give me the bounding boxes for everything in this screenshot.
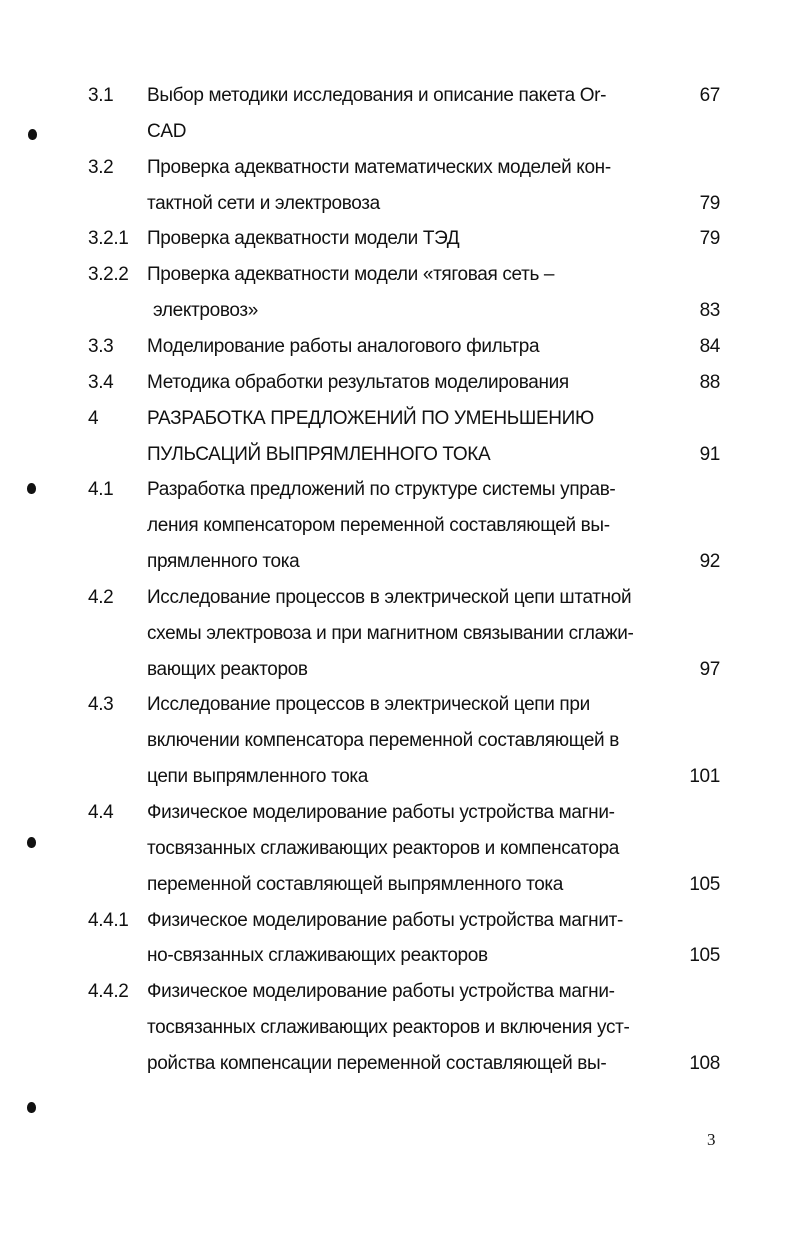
toc-entry-number: 4.4.1 [88, 909, 129, 931]
toc-entry-title: Физическое моделирование работы устройст… [147, 981, 615, 1003]
toc-entry-title: включении компенсатора переменной состав… [147, 730, 619, 752]
toc-entry-title: но-связанных сглаживающих реакторов [147, 945, 488, 967]
toc-entry-page: 84 [699, 335, 721, 357]
toc-entry-line: 4 РАЗРАБОТКА ПРЕДЛОЖЕНИЙ ПО УМЕНЬШЕНИЮ [0, 401, 798, 437]
toc-entry-number: 4.4.2 [88, 981, 129, 1003]
page-number: 3 [707, 1130, 716, 1149]
toc-entry-line: электровоз» 83 [0, 293, 798, 329]
toc-entry-line: прямленного тока 92 [0, 544, 798, 580]
toc-entry-title: Моделирование работы аналогового фильтра [147, 335, 540, 357]
toc-entry-line: CAD [0, 114, 798, 150]
toc-entry-title: электровоз» [153, 300, 258, 322]
toc-entry-line: 3.2 Проверка адекватности математических … [0, 150, 798, 186]
toc-entry-page: 105 [689, 945, 720, 967]
toc-entry-title: тосвязанных сглаживающих реакторов и вкл… [147, 1017, 630, 1039]
toc-entry-page: 105 [689, 873, 720, 895]
toc-entry-number: 3.4 [88, 371, 114, 393]
toc-entry-line: 3.2.1 Проверка адекватности модели ТЭД 79 [0, 221, 798, 257]
toc-entry-line: 4.4 Физическое моделирование работы устро… [0, 795, 798, 831]
toc-entry-line: 3.1 Выбор методики исследования и описани… [0, 78, 798, 114]
toc-entry-title: Проверка адекватности математических мод… [147, 156, 611, 178]
toc-entry-line: ПУЛЬСАЦИЙ ВЫПРЯМЛЕННОГО ТОКА 91 [0, 437, 798, 473]
toc-entry-line: 4.1 Разработка предложений по структуре с… [0, 472, 798, 508]
toc-entry-page: 108 [689, 1052, 720, 1074]
toc-entry-line: 4.4.2 Физическое моделирование работы уст… [0, 974, 798, 1010]
toc-entry-number: 4.2 [88, 586, 114, 608]
toc-entry-title: вающих реакторов [147, 658, 308, 680]
toc-entry-number: 3.2 [88, 156, 114, 178]
toc-entry-number: 3.2.1 [88, 228, 129, 250]
toc-entry-title: Исследование процессов в электрической ц… [147, 694, 590, 716]
punch-mark [27, 837, 36, 848]
toc-entry-line: 3.3 Моделирование работы аналогового филь… [0, 329, 798, 365]
toc-entry-line: 4.3 Исследование процессов в электрическо… [0, 687, 798, 723]
toc-entry-title: ройства компенсации переменной составляю… [147, 1052, 607, 1074]
toc-entry-title: Физическое моделирование работы устройст… [147, 802, 615, 823]
toc-entry-page: 79 [699, 228, 721, 250]
toc-entry-page: 88 [699, 371, 721, 393]
toc-entry-page: 101 [689, 766, 720, 788]
toc-entry-title: тосвязанных сглаживающих реакторов и ком… [147, 837, 620, 859]
toc-entry-page: 67 [699, 85, 721, 106]
toc-entry-title: Физическое моделирование работы устройст… [147, 909, 623, 931]
toc-entry-number: 4 [88, 407, 99, 429]
toc-entry-title: тактной сети и электровоза [147, 192, 380, 214]
toc-entry-page: 79 [699, 192, 721, 214]
toc-entry-page: 91 [699, 443, 721, 465]
toc-entry-line: 3.4 Методика обработки результатов модели… [0, 365, 798, 401]
toc-entry-line: но-связанных сглаживающих реакторов 105 [0, 938, 798, 974]
punch-mark [28, 129, 37, 140]
toc-entry-title: схемы электровоза и при магнитном связыв… [147, 622, 634, 644]
toc-entry-number: 3.2.2 [88, 264, 129, 286]
toc-entry-title: переменной составляющей выпрямленного то… [147, 873, 564, 895]
toc-entry-line: ройства компенсации переменной составляю… [0, 1046, 798, 1082]
toc-entry-number: 4.1 [88, 479, 114, 501]
toc-entry-title: Исследование процессов в электрической ц… [147, 586, 632, 608]
toc-entry-line: переменной составляющей выпрямленного то… [0, 867, 798, 903]
toc-entry-line: вающих реакторов 97 [0, 652, 798, 688]
toc-entry-line: 4.4.1 Физическое моделирование работы уст… [0, 903, 798, 939]
toc-entry-title: цепи выпрямленного тока [147, 766, 369, 788]
toc-entry-line: ления компенсатором переменной составляю… [0, 508, 798, 544]
toc-entry-title: Проверка адекватности модели ТЭД [147, 228, 460, 250]
toc-entry-page: 92 [699, 551, 721, 573]
toc-entry-number: 3.1 [88, 85, 114, 106]
punch-mark [27, 483, 36, 494]
toc-entry-page: 83 [699, 300, 721, 322]
toc-entry-title: ПУЛЬСАЦИЙ ВЫПРЯМЛЕННОГО ТОКА [147, 443, 491, 465]
toc-entry-title: Методика обработки результатов моделиров… [147, 371, 569, 393]
toc-entry-line: цепи выпрямленного тока 101 [0, 759, 798, 795]
toc-entry-line: 3.2.2 Проверка адекватности модели «тягов… [0, 257, 798, 293]
toc-entry-line: тосвязанных сглаживающих реакторов и ком… [0, 831, 798, 867]
toc-entry-line: тосвязанных сглаживающих реакторов и вкл… [0, 1010, 798, 1046]
toc-entry-title: Проверка адекватности модели «тяговая се… [147, 264, 555, 286]
toc-entry-title: CAD [147, 120, 187, 142]
toc-entry-line: тактной сети и электровоза 79 [0, 186, 798, 222]
toc-entry-title: Выбор методики исследования и описание п… [147, 85, 607, 106]
toc-entry-page: 97 [699, 658, 721, 680]
toc-entry-line: 4.2 Исследование процессов в электрическо… [0, 580, 798, 616]
toc-entry-number: 3.3 [88, 335, 114, 357]
toc-entry-title: прямленного тока [147, 551, 300, 573]
toc-entry-line: включении компенсатора переменной состав… [0, 723, 798, 759]
toc-entry-title: ления компенсатором переменной составляю… [147, 515, 610, 537]
toc-entry-number: 4.3 [88, 694, 114, 716]
toc-entry-line: схемы электровоза и при магнитном связыв… [0, 616, 798, 652]
toc-entry-number: 4.4 [88, 802, 114, 823]
punch-mark [27, 1102, 36, 1113]
toc-entry-title: Разработка предложений по структуре сист… [147, 479, 616, 501]
toc-entry-title: РАЗРАБОТКА ПРЕДЛОЖЕНИЙ ПО УМЕНЬШЕНИЮ [147, 407, 594, 429]
